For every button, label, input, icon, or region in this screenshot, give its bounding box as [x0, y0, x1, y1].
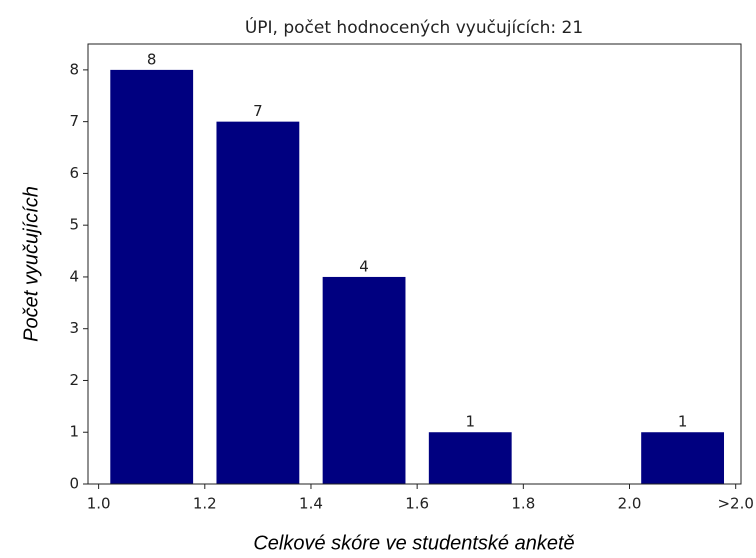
y-tick-label: 1 [69, 423, 79, 441]
data-label: 8 [147, 50, 157, 68]
bar [428, 432, 512, 484]
bar [641, 432, 725, 484]
x-axis-label: Celkové skóre ve studentské anketě [253, 532, 574, 554]
data-label: 7 [253, 102, 263, 120]
plot-frame [87, 43, 742, 485]
y-tick-label: 6 [69, 164, 79, 182]
y-tick-label: 0 [69, 475, 79, 493]
x-tick-label: >2.0 [717, 495, 753, 513]
chart-title: ÚPI, počet hodnocených vyučujících: 21 [245, 16, 583, 38]
bar [322, 276, 406, 484]
y-tick-label: 5 [69, 216, 79, 234]
bar [216, 121, 300, 484]
bar [110, 69, 194, 484]
x-tick-label: 1.6 [405, 495, 429, 513]
y-tick-label: 7 [69, 112, 79, 130]
x-tick-label: 1.0 [87, 495, 111, 513]
data-label: 4 [359, 257, 369, 275]
x-tick-label: 2.0 [618, 495, 642, 513]
x-tick-label: 1.4 [299, 495, 323, 513]
y-tick-label: 4 [69, 267, 79, 285]
y-axis-label: Počet vyučujících [20, 186, 42, 342]
data-label: 1 [465, 413, 475, 431]
y-tick-label: 3 [69, 319, 79, 337]
data-label: 1 [678, 413, 688, 431]
y-tick-label: 8 [69, 60, 79, 78]
x-tick-label: 1.8 [511, 495, 535, 513]
y-tick-label: 2 [69, 371, 79, 389]
x-tick-label: 1.2 [193, 495, 217, 513]
